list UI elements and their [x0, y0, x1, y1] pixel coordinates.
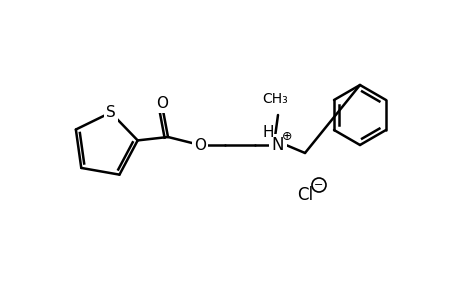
Text: −: −	[313, 180, 323, 190]
Text: H: H	[262, 124, 273, 140]
Text: ⊕: ⊕	[281, 130, 291, 142]
Text: O: O	[194, 137, 206, 152]
Text: O: O	[156, 96, 168, 111]
Text: S: S	[106, 105, 115, 120]
Text: CH₃: CH₃	[262, 92, 287, 106]
Text: N: N	[271, 136, 284, 154]
Text: Cl: Cl	[297, 186, 313, 204]
